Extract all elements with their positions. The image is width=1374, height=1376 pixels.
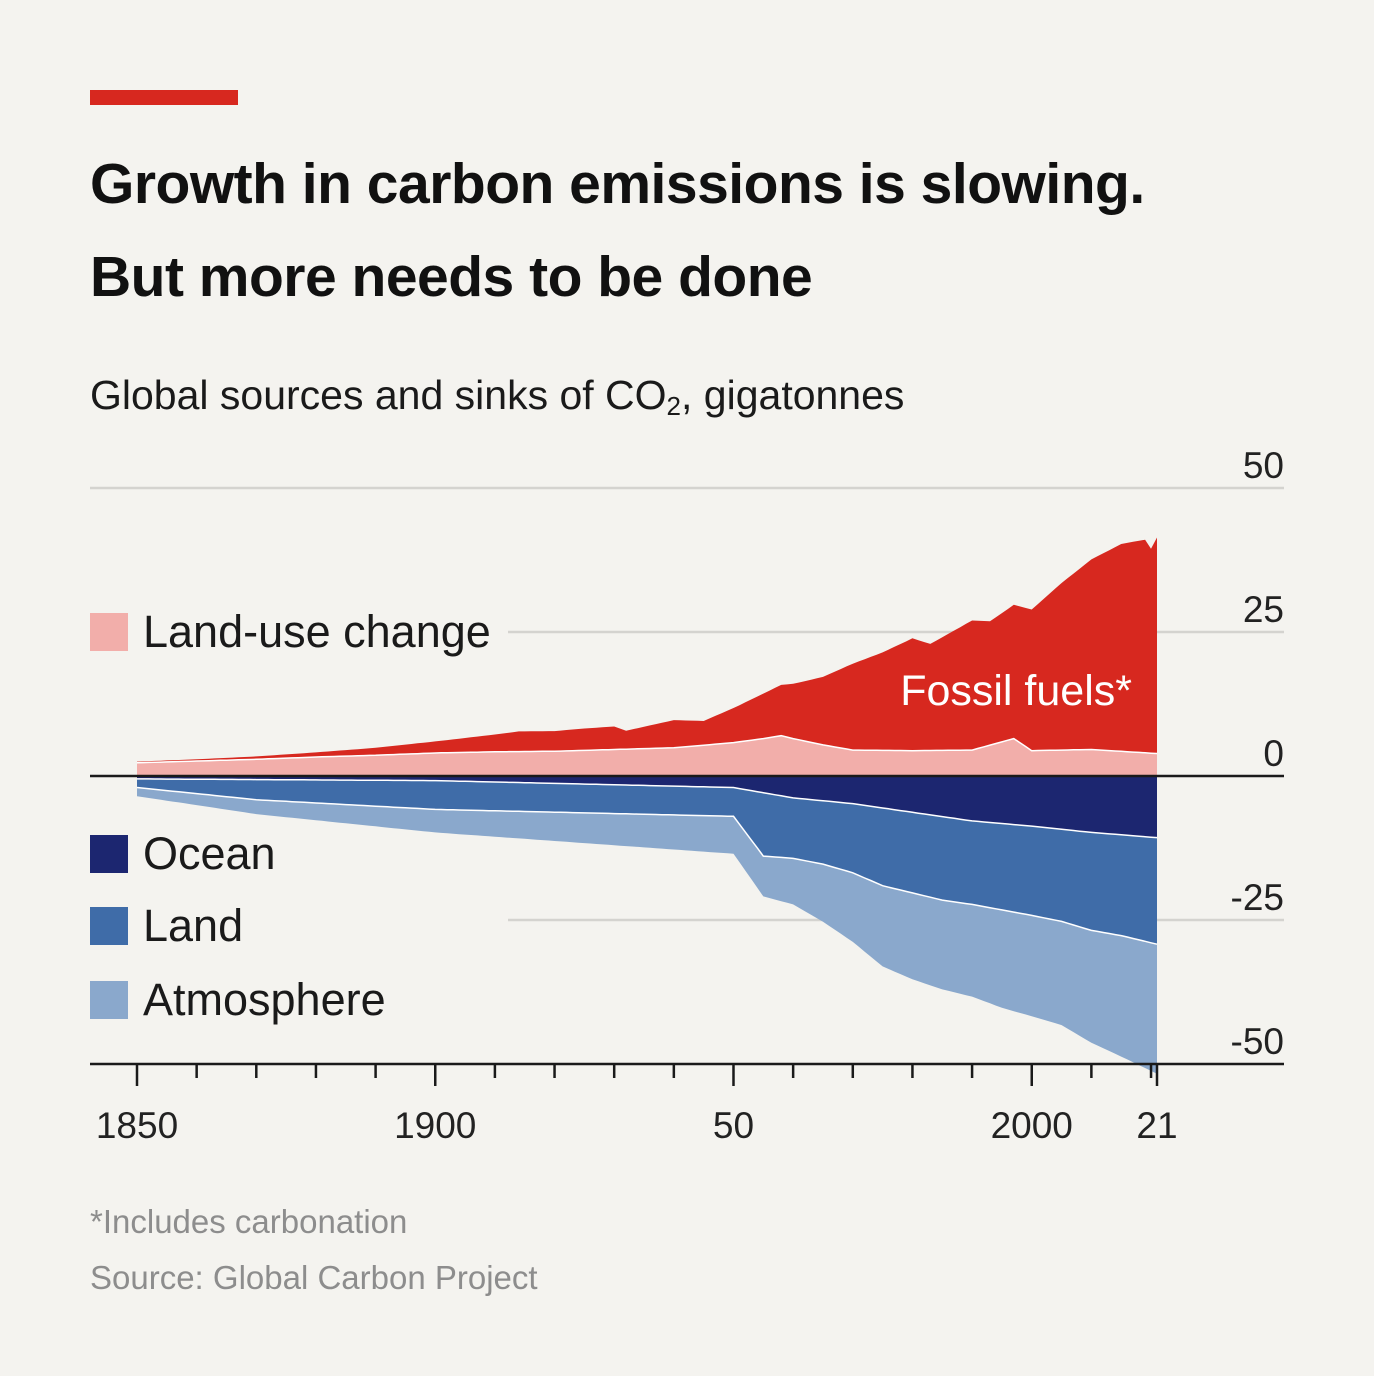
x-tick-label-1850: 1850 bbox=[96, 1105, 178, 1146]
title-line-2: But more needs to be done bbox=[90, 245, 813, 309]
accent-bar bbox=[90, 90, 238, 105]
y-tick-label--25: -25 bbox=[1231, 877, 1284, 918]
subtitle-text: Global sources and sinks of CO bbox=[90, 372, 667, 418]
y-tick-label--50: -50 bbox=[1231, 1021, 1284, 1062]
chart-areas bbox=[137, 537, 1157, 1074]
ocean-area bbox=[137, 776, 1157, 838]
chart-title: Growth in carbon emissions is slowing. B… bbox=[90, 138, 1320, 324]
footnote-note: *Includes carbonation bbox=[90, 1203, 408, 1240]
footnote-source: Source: Global Carbon Project bbox=[90, 1259, 538, 1296]
legend-item-ocean: Ocean bbox=[90, 828, 276, 879]
legend-item-land: Land bbox=[90, 900, 243, 951]
legend-swatch bbox=[90, 907, 128, 945]
legend-item-land-use: Land-use change bbox=[90, 606, 491, 657]
legend-swatch bbox=[90, 613, 128, 651]
ocean-boundary-line bbox=[137, 778, 1158, 839]
title-line-1: Growth in carbon emissions is slowing. bbox=[90, 152, 1145, 216]
legend-label: Ocean bbox=[143, 828, 276, 879]
legend-swatch bbox=[90, 835, 128, 873]
area-chart: 1850 1900 50 2000 21 50 25 0 -25 -50 Land-use cha… bbox=[90, 445, 1284, 1146]
x-tick-label-2000: 2000 bbox=[991, 1105, 1073, 1146]
chart-subtitle: Global sources and sinks of CO2, gigaton… bbox=[90, 372, 904, 422]
land-use-change-area bbox=[137, 735, 1157, 776]
boundary-lines bbox=[136, 734, 1158, 945]
y-tick-label-50: 50 bbox=[1243, 445, 1284, 486]
legend: Land-use change Ocean Land Atmosphere bbox=[90, 606, 491, 1025]
land-boundary-line bbox=[136, 786, 1158, 945]
atmosphere-area bbox=[137, 787, 1157, 1074]
x-tick-label-1950: 50 bbox=[713, 1105, 754, 1146]
land-area bbox=[137, 778, 1157, 945]
subtitle-unit: , gigatonnes bbox=[681, 372, 905, 418]
land-use-boundary-line bbox=[136, 734, 1158, 764]
legend-item-atmosphere: Atmosphere bbox=[90, 974, 386, 1025]
legend-label: Land-use change bbox=[143, 606, 491, 657]
legend-swatch bbox=[90, 981, 128, 1019]
footnote: *Includes carbonation Source: Global Car… bbox=[90, 1194, 538, 1306]
fossil-fuels-area bbox=[137, 537, 1157, 763]
legend-label: Atmosphere bbox=[143, 974, 386, 1025]
fossil-fuels-label: Fossil fuels* bbox=[900, 667, 1132, 715]
y-tick-label-25: 25 bbox=[1243, 589, 1284, 630]
legend-label: Land bbox=[143, 900, 243, 951]
chart-labels: Fossil fuels* bbox=[900, 667, 1132, 715]
x-tick-label-2021: 21 bbox=[1136, 1105, 1177, 1146]
y-tick-label-0: 0 bbox=[1263, 733, 1284, 774]
subtitle-subscript: 2 bbox=[666, 391, 682, 421]
axes: 1850 1900 50 2000 21 50 25 0 -25 -50 bbox=[90, 445, 1284, 1146]
x-tick-label-1900: 1900 bbox=[394, 1105, 476, 1146]
